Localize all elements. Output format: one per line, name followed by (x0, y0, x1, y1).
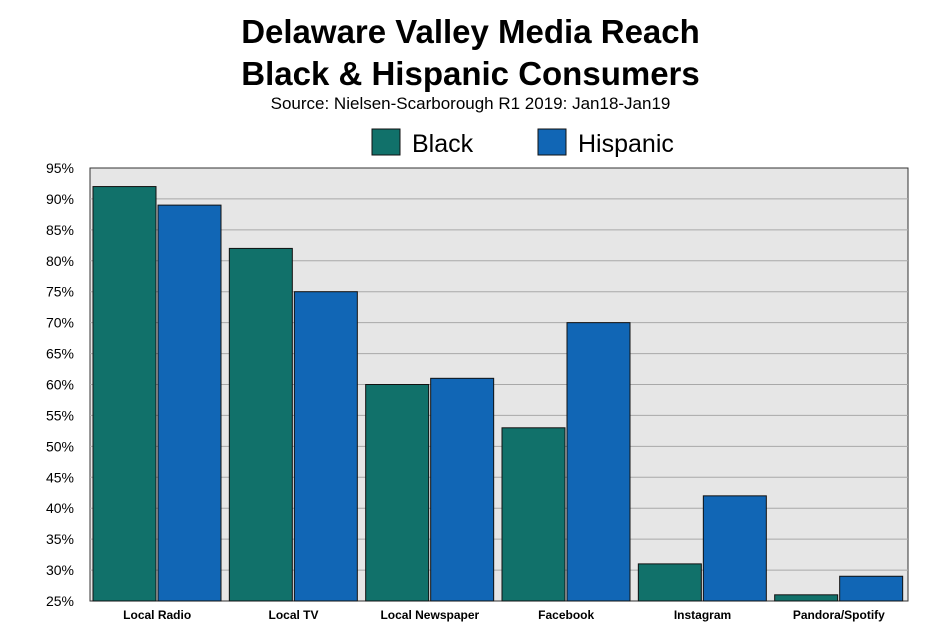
bar-black-instagram (637, 563, 702, 602)
bar-black-facebook (501, 427, 566, 602)
bar-black-local-newspaper (365, 384, 430, 602)
bar-hispanic-local-newspaper (430, 377, 495, 602)
y-tick-label: 65% (46, 346, 74, 362)
legend-swatch-black (371, 128, 401, 156)
x-tick-label: Local Radio (123, 608, 191, 622)
y-tick-label: 35% (46, 531, 74, 547)
y-tick-label: 60% (46, 377, 74, 393)
x-tick-label: Local Newspaper (380, 608, 479, 622)
y-tick-label: 75% (46, 284, 74, 300)
y-tick-label: 55% (46, 407, 74, 423)
bar-hispanic-facebook (566, 322, 631, 602)
bar-black-local-radio (92, 186, 157, 602)
y-tick-label: 40% (46, 500, 74, 516)
bar-hispanic-pandora-spotify (839, 575, 904, 602)
x-tick-label: Pandora/Spotify (793, 608, 885, 622)
y-tick-label: 50% (46, 438, 74, 454)
x-tick-label: Instagram (674, 608, 731, 622)
y-axis: 25% 30% 35% 40% 45% 50% 55% 60% 65% 70% 75% 80% 85% 9… (46, 160, 74, 609)
legend-label-hispanic: Hispanic (578, 130, 674, 158)
bars (92, 186, 904, 602)
gridlines (90, 198, 908, 571)
y-tick-label: 45% (46, 469, 74, 485)
y-tick-label: 70% (46, 315, 74, 331)
y-tick-label: 80% (46, 253, 74, 269)
chart-subtitle: Source: Nielsen-Scarborough R1 2019: Jan… (270, 94, 671, 113)
bar-black-pandora-spotify (774, 594, 839, 602)
x-tick-label: Local TV (268, 608, 318, 622)
y-tick-label: 25% (46, 593, 74, 609)
y-tick-label: 90% (46, 191, 74, 207)
legend-swatch-hispanic (537, 128, 567, 156)
chart-title-line-1: Delaware Valley Media Reach (241, 13, 700, 50)
legend-label-black: Black (412, 130, 474, 158)
x-axis: Local Radio Local TV Local Newspaper Facebo… (123, 608, 885, 622)
y-tick-label: 85% (46, 222, 74, 238)
x-tick-label: Facebook (538, 608, 594, 622)
chart-title-line-2: Black & Hispanic Consumers (241, 55, 700, 92)
bar-hispanic-instagram (702, 495, 767, 602)
legend: Black Hispanic (371, 128, 674, 158)
y-tick-label: 95% (46, 160, 74, 176)
y-tick-label: 30% (46, 562, 74, 578)
bar-hispanic-local-tv (293, 291, 358, 602)
bar-hispanic-local-radio (157, 204, 222, 602)
bar-black-local-tv (228, 247, 293, 602)
